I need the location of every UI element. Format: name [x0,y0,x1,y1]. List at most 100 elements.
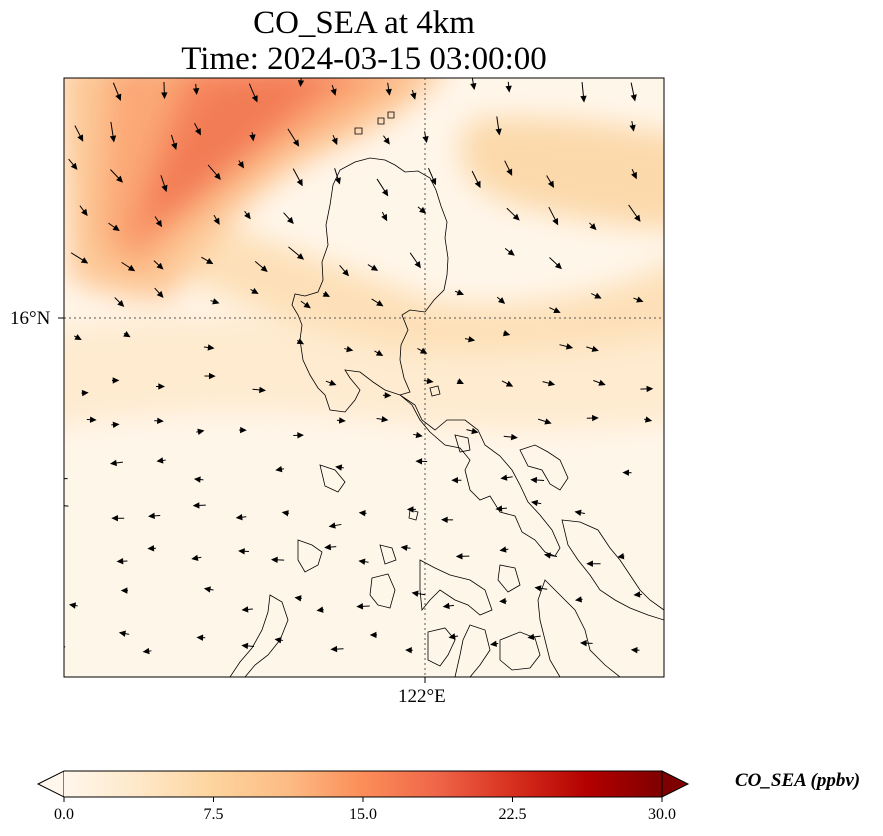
wind-arrowhead [161,92,168,100]
wind-arrowhead [530,499,539,507]
wind-arrowhead [197,428,205,435]
wind-arrowhead [81,389,89,397]
wind-arrowhead [338,417,346,424]
wind-arrowhead [419,347,428,354]
wind-arrowhead [358,510,366,517]
wind-arrowhead [547,380,556,387]
wind-arrowhead [109,459,117,467]
wind-arrowhead [415,431,423,439]
wind-arrowhead [331,137,338,146]
wind-arrowhead [241,606,249,613]
wind-arrowhead [296,178,303,187]
wind-arrowhead [499,597,506,605]
wind-arrowhead [116,557,124,565]
colorbar-high-extension [661,770,690,798]
wind-arrowhead [296,253,305,260]
wind-arrowhead [384,392,392,399]
wind-arrowhead [430,177,437,186]
wind-arrowhead [451,477,458,484]
wind-arrowhead [422,135,429,144]
wind-arrowhead [630,94,637,102]
wind-arrowhead [574,596,582,603]
wind-arrowhead [156,290,164,298]
wind-arrowhead [385,88,392,96]
wind-arrowhead [617,553,625,560]
map-title-line2: Time: 2024-03-15 03:00:00 [181,41,547,77]
wind-arrowhead [109,135,117,143]
wind-arrowhead [456,378,464,384]
wind-arrowhead [370,264,379,271]
map-plot [58,77,665,683]
wind-arrowhead [322,290,331,297]
wind-arrowhead [156,262,164,270]
co-concentration-field [64,78,664,430]
wind-arrowhead [213,217,220,225]
wind-arrowhead [552,217,559,226]
wind-arrowhead [381,416,389,423]
wind-arrowhead [468,336,476,343]
wind-arrowhead [196,634,204,641]
wind-arrowhead [195,128,201,136]
wind-arrowhead [591,414,599,422]
wind-arrowhead [303,301,311,309]
wind-arrowhead [544,418,552,425]
wind-arrowhead [274,636,282,644]
wind-arrowhead [442,602,450,610]
wind-arrowhead [214,172,221,180]
wind-arrowhead [342,269,350,277]
wind-arrowhead [630,646,638,654]
wind-arrowhead [235,513,243,521]
wind-arrowhead [381,213,388,222]
wind-arrowhead [81,208,88,217]
wind-arrowhead [123,331,131,338]
wind-arrowhead [580,95,587,103]
wind-arrowhead [296,338,305,345]
lon-tick-label: 122°E [398,686,446,707]
wind-arrowhead [506,168,513,176]
wind-arrowhead [191,554,199,562]
wind-arrowhead [297,80,305,88]
wind-arrowhead [240,426,247,434]
wind-arrowhead [147,545,155,552]
wind-arrowhead [356,603,364,610]
wind-arrowhead [495,505,503,512]
wind-arrowhead [554,262,562,270]
wind-arrowhead [502,330,511,337]
wind-arrowhead [120,587,128,594]
wind-arrowhead [410,92,417,100]
wind-arrowhead [335,464,343,471]
wind-arrowhead [426,377,434,385]
wind-arrowhead [565,343,574,350]
wind-arrowhead [633,591,641,598]
wind-arrowhead [70,162,78,170]
wind-arrowhead [591,345,599,352]
map-title-line1: CO_SEA at 4km [253,5,475,41]
colorbar [36,770,690,802]
wind-arrowhead [589,223,597,231]
wind-arrowhead [507,249,515,256]
colorbar-label: CO_SEA (ppbv) [735,770,861,791]
wind-arrowhead [505,380,514,387]
map-frame [63,77,665,678]
wind-arrowhead [251,95,258,103]
wind-arrowhead [281,510,289,517]
wind-arrowhead [206,258,214,265]
wind-arrowhead [207,344,215,351]
wind-arrowhead [115,93,122,101]
wind-arrowhead [157,417,164,425]
wind-arrowhead [644,416,653,423]
wind-arrowhead [117,300,125,307]
wind-arrowhead [586,560,593,567]
wind-arrowhead [631,171,637,180]
coastlines [229,111,664,677]
wind-arrowhead [415,458,423,465]
colorbar-tick-label: 0.0 [54,806,74,823]
wind-arrowhead [251,287,259,295]
wind-arrowhead [489,640,497,647]
wind-arrowhead [330,645,338,653]
wind-arrowhead [505,85,512,93]
wind-arrowhead [471,427,479,435]
wind-arrowhead [292,139,300,147]
wind-arrowhead [328,522,336,529]
wind-arrowhead [419,206,427,214]
